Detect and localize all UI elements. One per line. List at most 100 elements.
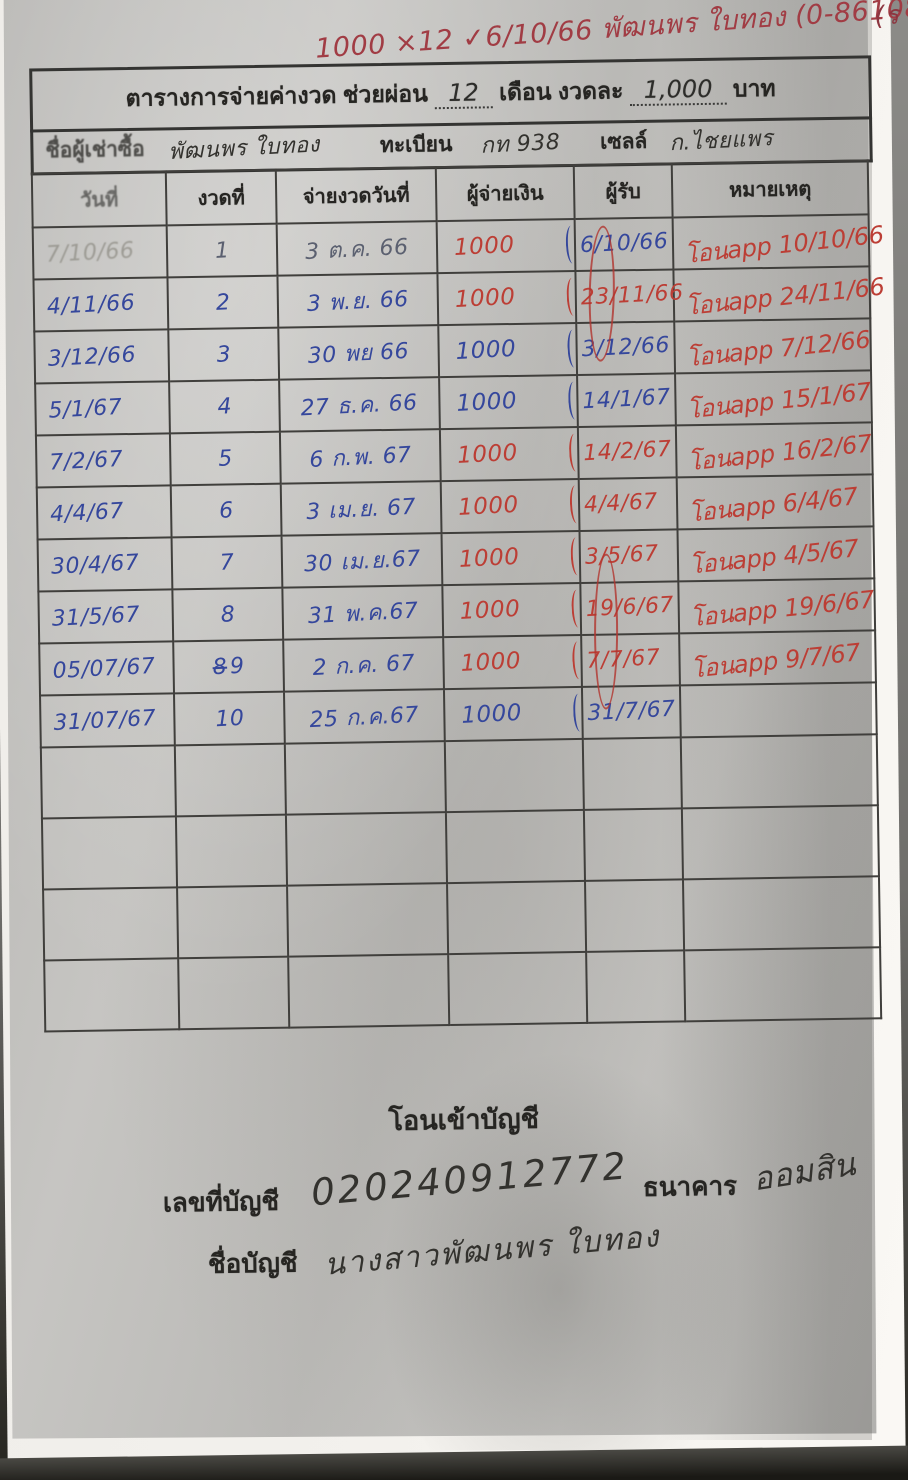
received-date: 31/5/67 xyxy=(51,601,141,632)
title-middle: เดือน งวดละ xyxy=(498,77,624,106)
receiver-sign-date: 14/2/67 xyxy=(568,429,672,476)
pay-date: 3 พ.ย. 66 xyxy=(306,286,410,317)
received-date: 05/07/67 xyxy=(52,653,156,684)
receiver-sign-date: 4/4/67 xyxy=(569,481,659,527)
signature-stroke xyxy=(570,589,585,628)
months-handwritten: 12 xyxy=(433,78,493,110)
account-number-label: เลขที่บัญชี xyxy=(162,1185,280,1218)
installment-no: 5 xyxy=(217,445,234,472)
remark-note: โอนapp 24/11/66 xyxy=(684,272,886,321)
installment-no: 89 xyxy=(211,653,246,680)
installment-no: 1 xyxy=(214,237,230,264)
received-date: 5/1/67 xyxy=(47,394,123,424)
pay-date: 25 ก.ค.67 xyxy=(309,702,420,733)
pay-date: 2 ก.ค. 67 xyxy=(311,650,416,681)
received-date: 7/2/67 xyxy=(48,446,124,476)
installment-no: 4 xyxy=(216,393,233,420)
pay-date: 31 พ.ค.67 xyxy=(306,598,419,629)
account-name-handwritten: นางสาวพัฒนพร ใบทอง xyxy=(322,1219,662,1283)
amount-paid: 1000 xyxy=(458,543,521,573)
transfer-heading: โอนเข้าบัญชี xyxy=(388,1103,540,1137)
amount-handwritten: 1,000 xyxy=(629,74,727,107)
remark-note: โอนapp 6/4/67 xyxy=(687,481,860,528)
header-remark: หมายเหตุ xyxy=(671,160,869,218)
sales-handwritten: ก.ไชยแพร xyxy=(668,126,774,157)
installment-no: 6 xyxy=(218,497,235,524)
installment-no: 3 xyxy=(215,341,232,368)
received-date: 7/10/66 xyxy=(45,237,135,268)
table-row-empty xyxy=(41,805,879,890)
payment-table: วันที่ งวดที่ จ่ายงวดวันที่ ผู้จ่ายเงิน … xyxy=(31,159,886,1032)
receiver-sign-date: 31/7/67 xyxy=(572,689,676,736)
table-row-empty xyxy=(43,876,881,961)
pay-date: 3 ต.ค. 66 xyxy=(304,234,410,265)
registration-handwritten: กท 938 xyxy=(479,129,561,159)
bank-label: ธนาคาร xyxy=(642,1170,738,1203)
amount-paid: 1000 xyxy=(457,491,520,521)
receiver-sign-date: 3/5/67 xyxy=(569,533,660,579)
amount-paid: 1000 xyxy=(459,595,521,625)
sales-label: เซลล์ xyxy=(599,129,648,154)
pay-date: 30 เม.ย.67 xyxy=(302,545,421,577)
receiver-sign-date: 14/1/67 xyxy=(567,377,671,424)
header-installment: งวดที่ xyxy=(165,169,277,226)
header-pay-date: จ่ายงวดวันที่ xyxy=(275,167,437,224)
received-date: 31/07/67 xyxy=(52,705,157,736)
received-date: 30/4/67 xyxy=(50,549,140,580)
remark-note: โอนapp 16/2/67 xyxy=(686,428,874,476)
handwritten-corner-fragment: (ร xyxy=(873,0,901,32)
remark-note: โอนapp 15/1/67 xyxy=(685,376,873,424)
struck-installment-no: 8 xyxy=(211,654,228,680)
registration-label: ทะเบียน xyxy=(379,132,453,158)
signature-stroke xyxy=(565,225,579,264)
header-receiver: ผู้รับ xyxy=(573,163,673,220)
received-date: 3/12/66 xyxy=(47,341,137,372)
header-date: วันที่ xyxy=(31,171,167,228)
table-row-empty xyxy=(40,734,878,819)
receiver-sign-date: 3/12/66 xyxy=(566,325,671,372)
receiver-sign-date: 6/10/66 xyxy=(565,221,669,268)
title-prefix: ตารางการจ่ายค่างวด ช่วยผ่อน xyxy=(125,80,429,112)
account-number-handwritten: 020240912772 xyxy=(309,1144,631,1215)
remark-note: โอนapp 7/12/66 xyxy=(684,324,872,372)
amount-paid: 1000 xyxy=(459,647,522,677)
pay-date: 30 พย 66 xyxy=(307,338,410,369)
signature-stroke xyxy=(568,433,583,472)
title-suffix: บาท xyxy=(732,74,776,102)
signature-stroke xyxy=(569,485,583,524)
received-date: 4/4/67 xyxy=(49,498,125,528)
signature-stroke xyxy=(567,381,582,420)
received-date: 4/11/66 xyxy=(46,289,136,320)
amount-paid: 1000 xyxy=(455,387,518,417)
signature-stroke xyxy=(566,329,581,368)
paper-shadow-center xyxy=(380,1050,740,1450)
header-payer: ผู้จ่ายเงิน xyxy=(435,165,575,222)
installment-no: 7 xyxy=(219,549,235,576)
signature-stroke xyxy=(571,641,586,680)
signature-stroke xyxy=(572,693,587,732)
paper-shadow-right xyxy=(660,0,872,1440)
signature-stroke xyxy=(569,537,584,576)
pay-date: 3 เม.ย. 67 xyxy=(305,494,417,525)
receiver-sign-date: 23/11/66 xyxy=(565,272,685,320)
receiver-sign-date: 19/6/67 xyxy=(570,585,675,632)
customer-name-label: ชื่อผู้เช่าซื้อ xyxy=(45,137,145,163)
remark-note: โอนapp 19/6/67 xyxy=(689,584,876,632)
customer-name-handwritten: พัฒนพร ใบทอง xyxy=(168,132,321,165)
installment-no: 8 xyxy=(219,601,236,628)
amount-paid: 1000 xyxy=(454,283,517,313)
remark-note: โอนapp 9/7/67 xyxy=(689,637,862,684)
signature-stroke xyxy=(565,277,580,317)
installment-no: 10 xyxy=(214,705,245,732)
remark-note: โอนapp 4/5/67 xyxy=(688,533,861,580)
amount-paid: 1000 xyxy=(456,439,519,469)
installment-no: 2 xyxy=(214,289,231,316)
form-title: ตารางการจ่ายค่างวด ช่วยผ่อน 12 เดือน งวด… xyxy=(125,71,776,117)
pay-date: 6 ก.พ. 67 xyxy=(308,442,413,473)
bank-name-handwritten: ออมสิน xyxy=(750,1144,859,1199)
account-name-label: ชื่อบัญชี xyxy=(207,1247,298,1279)
amount-paid: 1000 xyxy=(453,231,516,261)
amount-paid: 1000 xyxy=(455,335,517,365)
